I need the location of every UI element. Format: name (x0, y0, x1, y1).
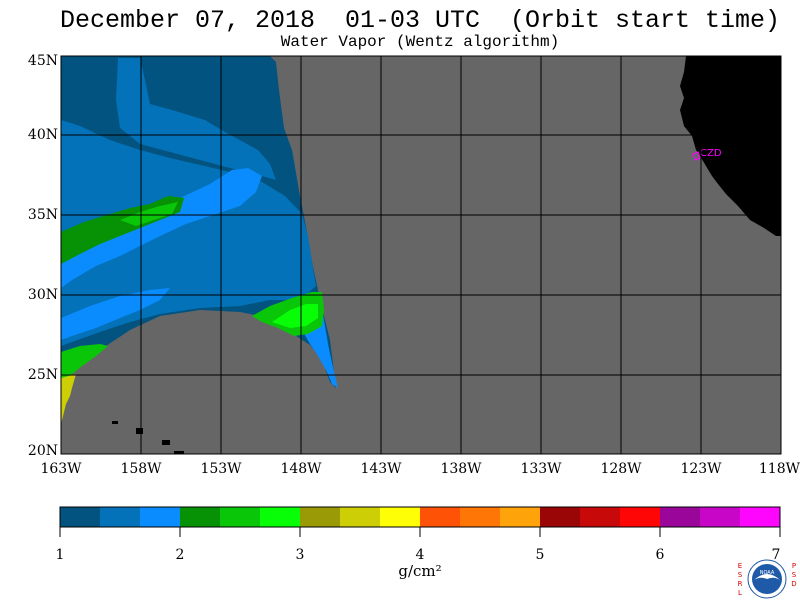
colorbar-swatch (140, 507, 181, 527)
station-label: CZD (700, 148, 722, 159)
colorbar-swatch (380, 507, 421, 527)
lat-label-30n: 30N (27, 287, 58, 303)
map-grid (61, 56, 781, 454)
colorbar (60, 507, 781, 527)
logo-letter: S (738, 571, 743, 579)
colorbar-swatch (220, 507, 261, 527)
colorbar-label-1: 1 (55, 547, 65, 563)
lon-label-153w: 153W (200, 461, 242, 477)
lon-label-148w: 148W (280, 461, 322, 477)
swath-gap-south (61, 312, 336, 454)
logo-letter: P (792, 562, 796, 570)
lon-label-158w: 158W (120, 461, 162, 477)
lon-label-123w: 123W (680, 461, 722, 477)
vapor-region-medium-blue-north (116, 58, 276, 180)
logo-letter: S (792, 571, 797, 579)
map-frame (60, 55, 782, 455)
colorbar-swatch (540, 507, 581, 527)
logo-letter: L (738, 589, 742, 597)
lon-label-118w: 118W (758, 461, 800, 477)
colorbar-label-7: 7 (771, 547, 781, 563)
lon-label-138w: 138W (440, 461, 482, 477)
colorbar-swatch (100, 507, 141, 527)
vapor-region-bright-green-east (272, 304, 318, 328)
colorbar-swatch (660, 507, 701, 527)
lat-label-40n: 40N (27, 127, 58, 143)
colorbar-swatch (420, 507, 461, 527)
vapor-region-bright-green-north (120, 202, 178, 226)
colorbar-swatch (460, 507, 501, 527)
vapor-region-green-south (61, 344, 108, 380)
colorbar-label-2: 2 (175, 547, 185, 563)
page-subtitle: Water Vapor (Wentz algorithm) (280, 33, 560, 51)
lon-label-163w: 163W (40, 461, 82, 477)
lat-label-20n: 20N (27, 443, 58, 459)
colorbar-swatch (340, 507, 381, 527)
logo-letter: R (738, 580, 743, 588)
colorbar-swatch (740, 507, 781, 527)
colorbar-unit: g/cm² (398, 562, 442, 580)
colorbar-swatch (60, 507, 101, 527)
california-land (680, 56, 781, 236)
colorbar-swatch (620, 507, 661, 527)
hawaiian-islands (112, 421, 184, 454)
colorbar-swatch (700, 507, 741, 527)
vapor-region-light-blue (61, 168, 262, 288)
logo-bird-icon (754, 574, 780, 580)
colorbar-swatch (260, 507, 301, 527)
colorbar-swatch (500, 507, 541, 527)
colorbar-ticks (59, 527, 781, 537)
lon-label-133w: 133W (520, 461, 562, 477)
lat-label-25n: 25N (27, 367, 58, 383)
vapor-region-light-blue-south (61, 288, 170, 340)
lon-label-143w: 143W (360, 461, 402, 477)
logo-letter: E (738, 562, 742, 570)
lat-label-45n: 45N (27, 53, 58, 69)
colorbar-swatch (180, 507, 221, 527)
colorbar-label-5: 5 (535, 547, 545, 563)
logo-letter: D (791, 580, 796, 588)
colorbar-swatch (300, 507, 341, 527)
station-marker-czd: CZD (692, 148, 722, 161)
colorbar-label-3: 3 (295, 547, 305, 563)
colorbar-swatch (580, 507, 621, 527)
water-vapor-field (61, 56, 338, 424)
page-title: December 07, 2018 01-03 UTC (Orbit start… (59, 6, 781, 35)
lon-label-128w: 128W (600, 461, 642, 477)
colorbar-label-6: 6 (655, 547, 665, 563)
logo-right-letters: PSD (791, 562, 796, 588)
logo-center-text: NOAA (760, 570, 775, 576)
colorbar-label-4: 4 (415, 547, 425, 563)
lat-label-35n: 35N (27, 207, 58, 223)
vapor-region-medium-blue (61, 120, 316, 346)
